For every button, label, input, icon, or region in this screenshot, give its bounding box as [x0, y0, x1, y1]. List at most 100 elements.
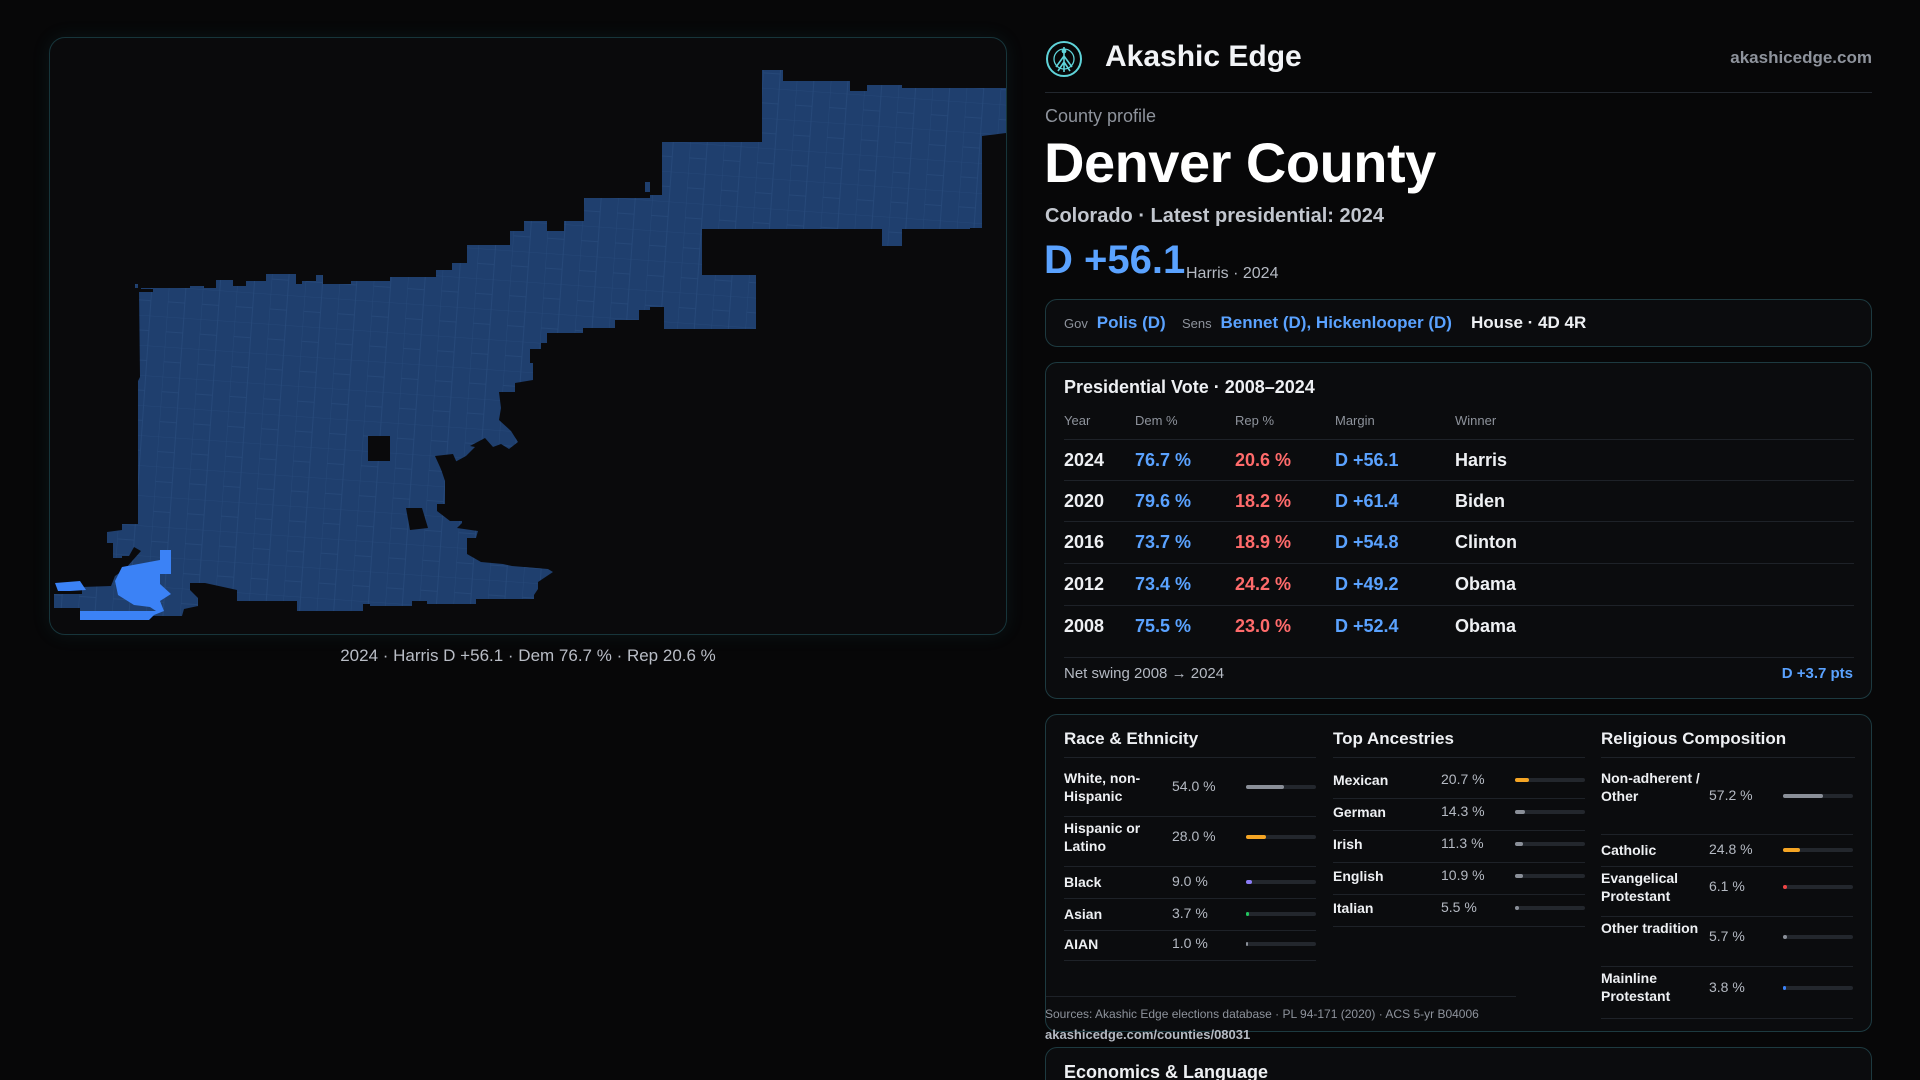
- column-divider: [1064, 757, 1316, 758]
- share-bar-fill: [1515, 778, 1530, 782]
- demographics-card: Race & Ethnicity Top Ancestries Religiou…: [1045, 714, 1872, 1032]
- row-year: 2024: [1064, 450, 1105, 470]
- row-margin: D +49.2: [1335, 574, 1399, 594]
- officials-card: Gov Polis (D) Sens Bennet (D), Hickenloo…: [1045, 299, 1872, 347]
- enclave-hole: [368, 436, 390, 461]
- share-bar-track: [1515, 906, 1585, 910]
- list-item: Non-adherent / Other 57.2 %: [1601, 767, 1853, 835]
- brand-url-link[interactable]: akashicedge.com: [1730, 48, 1872, 67]
- share-bar-track: [1246, 785, 1316, 789]
- religious-composition-title: Religious Composition: [1601, 729, 1787, 748]
- governor-value[interactable]: Polis (D): [1096, 313, 1166, 332]
- list-item: English 10.9 %: [1333, 863, 1585, 895]
- row-winner: Clinton: [1455, 532, 1517, 552]
- senators-value[interactable]: Bennet (D), Hickenlooper (D): [1220, 313, 1452, 332]
- share-bar-fill: [1246, 912, 1249, 916]
- county-map-svg: [54, 70, 1006, 620]
- net-swing-label: Net swing 2008 → 2024: [1064, 665, 1225, 682]
- list-item: Italian 5.5 %: [1333, 895, 1585, 927]
- list-item-label: Evangelical Protestant: [1601, 870, 1679, 904]
- list-item-label: Mexican: [1333, 772, 1389, 788]
- share-bar-track: [1246, 880, 1316, 884]
- share-bar-fill: [1515, 874, 1523, 878]
- list-item-label: Catholic: [1601, 842, 1657, 858]
- list-item: Other tradition 5.7 %: [1601, 917, 1853, 967]
- list-item-label: Other tradition: [1601, 920, 1699, 936]
- sources-url-link[interactable]: akashicedge.com/counties/08031: [1045, 1027, 1251, 1042]
- share-bar-track: [1783, 794, 1853, 798]
- tract-lines: [54, 70, 1006, 620]
- share-bar-track: [1246, 942, 1316, 946]
- headline-margin: D +56.1: [1044, 238, 1186, 282]
- list-item-value: 54.0 %: [1172, 778, 1216, 794]
- share-bar-fill: [1783, 848, 1801, 852]
- share-bar-track: [1783, 986, 1853, 990]
- list-item-value: 5.7 %: [1709, 928, 1745, 944]
- list-item-label: Irish: [1333, 836, 1363, 852]
- list-item-value: 3.7 %: [1172, 905, 1208, 921]
- share-bar-fill: [1783, 986, 1786, 990]
- column-header-rep: Rep %: [1235, 413, 1275, 428]
- list-item-value: 57.2 %: [1709, 787, 1753, 803]
- list-item-value: 20.7 %: [1441, 771, 1485, 787]
- row-dem: 76.7 %: [1135, 450, 1192, 470]
- row-dem: 73.7 %: [1135, 532, 1192, 552]
- column-header-dem: Dem %: [1135, 413, 1178, 428]
- list-item-label: Hispanic or Latino: [1064, 820, 1141, 854]
- swing-divider: [1064, 657, 1854, 658]
- share-bar-track: [1246, 835, 1316, 839]
- list-item: Catholic 24.8 %: [1601, 835, 1853, 867]
- share-bar-track: [1515, 874, 1585, 878]
- row-dem: 79.6 %: [1135, 491, 1192, 511]
- row-dem: 75.5 %: [1135, 616, 1192, 636]
- list-item-value: 28.0 %: [1172, 828, 1216, 844]
- row-margin: D +61.4: [1335, 491, 1399, 511]
- list-item-value: 11.3 %: [1441, 835, 1484, 851]
- list-item-label: AIAN: [1064, 936, 1099, 952]
- row-rep: 18.2 %: [1235, 491, 1292, 511]
- list-item-label: Italian: [1333, 900, 1374, 916]
- share-bar-fill: [1515, 906, 1519, 910]
- list-item-label: Mainline Protestant: [1601, 970, 1671, 1004]
- row-year: 2020: [1064, 491, 1105, 511]
- row-rep: 18.9 %: [1235, 532, 1292, 552]
- county-map[interactable]: [49, 37, 1007, 635]
- row-rep: 24.2 %: [1235, 574, 1292, 594]
- table-row: 2024 76.7 % 20.6 % D +56.1 Harris: [1064, 439, 1854, 480]
- share-bar-fill: [1515, 842, 1523, 846]
- row-margin: D +54.8: [1335, 532, 1399, 552]
- row-winner: Obama: [1455, 616, 1517, 636]
- county-subtitle: Colorado · Latest presidential: 2024: [1045, 205, 1384, 227]
- list-item: White, non-Hispanic 54.0 %: [1064, 767, 1316, 817]
- list-item-value: 24.8 %: [1709, 841, 1753, 857]
- list-item-value: 6.1 %: [1709, 878, 1745, 894]
- list-item: German 14.3 %: [1333, 799, 1585, 831]
- share-bar-fill: [1783, 935, 1787, 939]
- list-item-label: Non-adherent / Other: [1601, 770, 1700, 804]
- list-item-value: 10.9 %: [1441, 867, 1485, 883]
- table-row: 2008 75.5 % 23.0 % D +52.4 Obama: [1064, 605, 1854, 646]
- column-header-margin: Margin: [1335, 413, 1375, 428]
- row-winner: Obama: [1455, 574, 1517, 594]
- house-delegation: House · 4D 4R: [1471, 313, 1586, 333]
- list-item: Hispanic or Latino 28.0 %: [1064, 817, 1316, 867]
- table-row: 2012 73.4 % 24.2 % D +49.2 Obama: [1064, 563, 1854, 604]
- share-bar-track: [1246, 912, 1316, 916]
- presidential-vote-card: Presidential Vote · 2008–2024 Year Dem %…: [1045, 362, 1872, 699]
- list-item: Evangelical Protestant 6.1 %: [1601, 867, 1853, 917]
- row-year: 2016: [1064, 532, 1105, 552]
- list-item: Mexican 20.7 %: [1333, 767, 1585, 799]
- atom-tree-icon: [1046, 41, 1082, 77]
- governor-label: Gov: [1064, 316, 1088, 331]
- house-value: House · 4D 4R: [1471, 313, 1587, 332]
- highlighted-tract[interactable]: [55, 581, 86, 591]
- sources-note: Sources: Akashic Edge elections database…: [1045, 1007, 1479, 1021]
- column-divider: [1601, 757, 1855, 758]
- share-bar-track: [1783, 848, 1853, 852]
- share-bar-fill: [1246, 785, 1284, 789]
- column-divider: [1333, 757, 1585, 758]
- enclave-hole: [406, 508, 428, 530]
- highlighted-tract[interactable]: [80, 550, 171, 620]
- list-item: Irish 11.3 %: [1333, 831, 1585, 863]
- economics-card[interactable]: Economics & Language: [1045, 1047, 1872, 1080]
